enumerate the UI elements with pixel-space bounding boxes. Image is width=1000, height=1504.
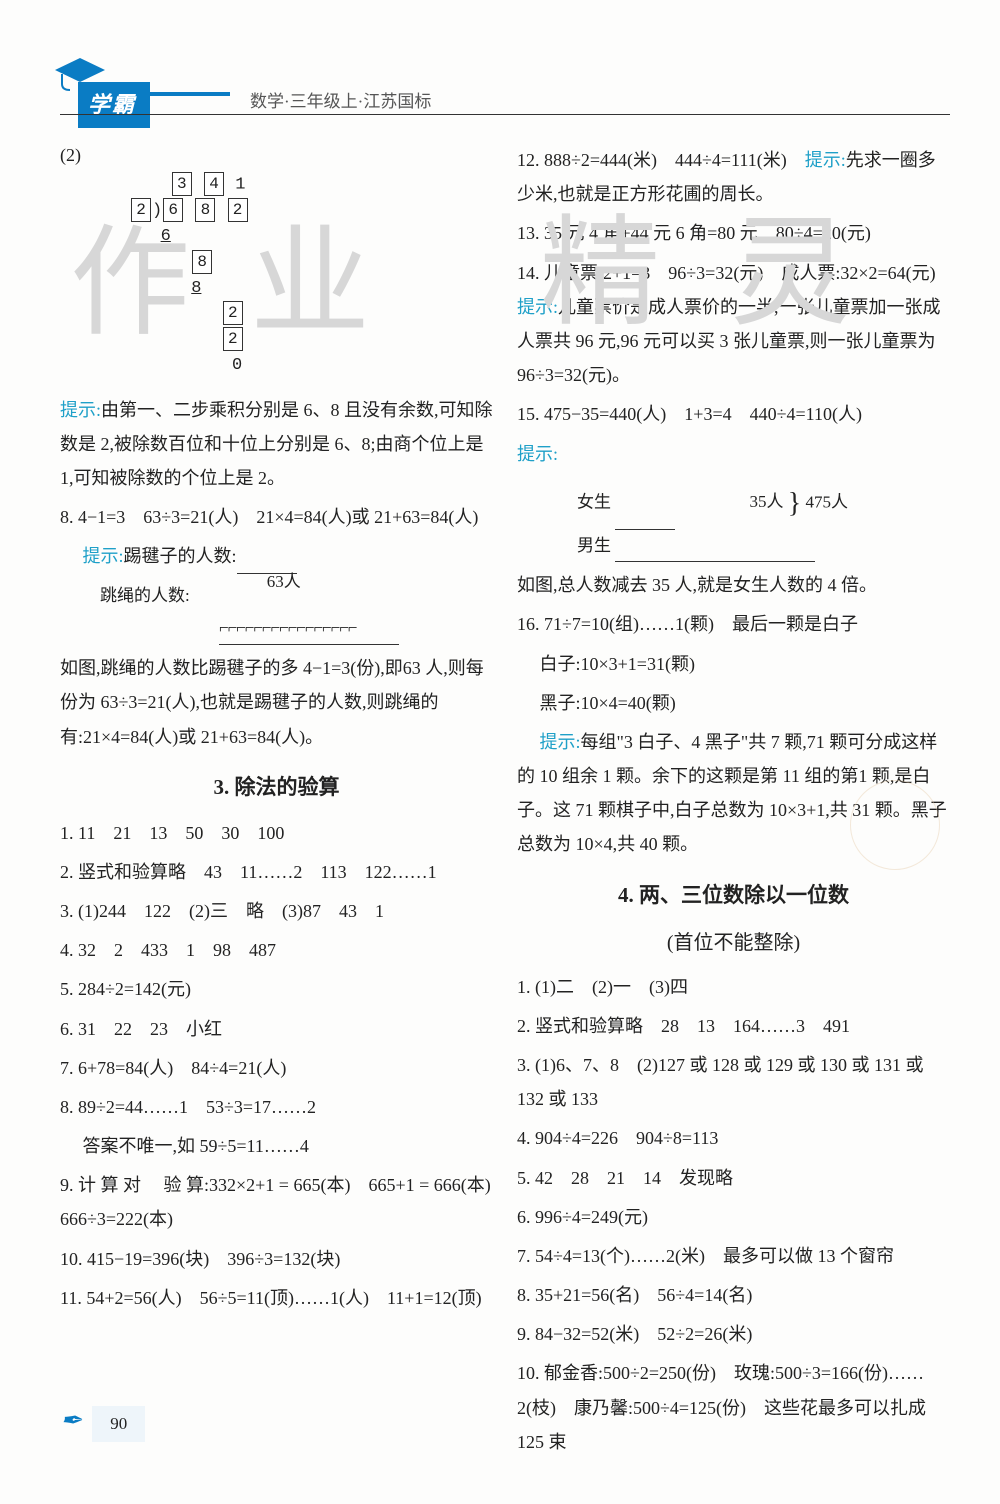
dividend-digit: 6 xyxy=(163,198,183,222)
answer-line: 8. 89÷2=44……1 53÷3=17……2 xyxy=(60,1090,493,1124)
div-step: 2 xyxy=(223,301,243,325)
answer-line: 白子:10×3+1=31(颗) xyxy=(517,647,950,681)
hint-label: 提示: xyxy=(517,444,558,464)
answer-line: 8. 4−1=3 63÷3=21(人) 21×4=84(人)或 21+63=84… xyxy=(60,500,493,534)
text: 12. 888÷2=444(米) 444÷4=111(米) xyxy=(517,150,805,170)
logo-underline xyxy=(150,92,230,96)
div-step: 8 xyxy=(191,279,201,298)
answer-line: 5. 284÷2=142(元) xyxy=(60,972,493,1006)
answer-line: 7. 54÷4=13(个)……2(米) 最多可以做 13 个窗帘 xyxy=(517,1239,950,1273)
hint-text: 儿童票价是成人票价的一半,一张儿童票加一张成人票共 96 元,96 元可以买 3… xyxy=(517,297,941,385)
page-container: 学霸 数学·三年级上·江苏国标 (2) 3 4 1 2)6 8 2 6 8 8 … xyxy=(0,0,1000,1504)
quotient-digit: 3 xyxy=(172,172,192,196)
diagram-label: 跳绳的人数: xyxy=(100,586,190,605)
answer-line: 15. 475−35=440(人) 1+3=4 440÷4=110(人) xyxy=(517,397,950,431)
diagram-value: 63人 xyxy=(267,572,301,591)
div-step: 8 xyxy=(192,250,212,274)
long-division-figure: 3 4 1 2)6 8 2 6 8 8 2 2 0 xyxy=(130,172,493,378)
bar-boy xyxy=(615,561,815,562)
answer-line: 4. 32 2 433 1 98 487 xyxy=(60,933,493,967)
section-4-title: 4. 两、三位数除以一位数 xyxy=(517,876,950,916)
answer-line: 7. 6+78=84(人) 84÷4=21(人) xyxy=(60,1051,493,1085)
hint-label: 提示: xyxy=(60,400,101,420)
hint-label: 提示: xyxy=(517,297,558,317)
brand-logo: 学霸 xyxy=(78,82,150,128)
stamp-decoration xyxy=(850,780,940,870)
hint-label: 提示: xyxy=(540,732,581,752)
answer-line: 13. 35 元 4 角+44 元 6 角=80 元 80÷4=20(元) xyxy=(517,216,950,250)
answer-line: 8. 35+21=56(名) 56÷4=14(名) xyxy=(517,1278,950,1312)
section-4-subtitle: (首位不能整除) xyxy=(517,924,950,962)
dividend-digit: 2 xyxy=(228,198,248,222)
answer-line: 9. 84−32=52(米) 52÷2=26(米) xyxy=(517,1317,950,1351)
answer-line: 2. 竖式和验算略 28 13 164……3 491 xyxy=(517,1009,950,1043)
hint-label: 提示: xyxy=(805,150,846,170)
answer-line: 6. 996÷4=249(元) xyxy=(517,1200,950,1234)
explanation: 如图,总人数减去 35 人,就是女生人数的 4 倍。 xyxy=(517,568,950,602)
bar-diagram: 跳绳的人数: 63人 ⌐⌐⌐⌐⌐⌐⌐⌐⌐⌐⌐⌐⌐⌐⌐⌐ xyxy=(100,580,493,646)
answer-line: 3. (1)244 122 (2)三 略 (3)87 43 1 xyxy=(60,894,493,928)
left-column: (2) 3 4 1 2)6 8 2 6 8 8 2 2 0 提示:由第一、二 xyxy=(60,138,493,1464)
text: 14. 儿童票:2+1=3 96÷3=32(元) 成人票:32×2=64(元) xyxy=(517,263,954,283)
hint-text: 踢毽子的人数: xyxy=(124,546,237,566)
hint-block: 提示:由第一、二步乘积分别是 6、8 且没有余数,可知除数是 2,被除数百位和十… xyxy=(60,393,493,496)
two-column-layout: (2) 3 4 1 2)6 8 2 6 8 8 2 2 0 提示:由第一、二 xyxy=(60,138,950,1464)
problem-label: (2) xyxy=(60,145,81,165)
answer-line: 1. (1)二 (2)一 (3)四 xyxy=(517,970,950,1004)
answer-line: 10. 郁金香:500÷2=250(份) 玫瑰:500÷3=166(份)……2(… xyxy=(517,1356,950,1459)
bar-diagram-students: 女生 35人 } 475人 男生 xyxy=(577,477,950,562)
brace-icon: } xyxy=(788,488,801,519)
page-header: 学霸 数学·三年级上·江苏国标 xyxy=(60,60,950,120)
diag-35: 35人 xyxy=(750,492,784,511)
boy-label: 男生 xyxy=(577,536,611,555)
answer-line: 2. 竖式和验算略 43 11……2 113 122……1 xyxy=(60,855,493,889)
bar-4-segments: ⌐⌐⌐⌐⌐⌐⌐⌐⌐⌐⌐⌐⌐⌐⌐⌐ xyxy=(219,612,399,645)
page-number: 90 xyxy=(92,1406,145,1442)
hint-label: 提示: xyxy=(83,546,124,566)
answer-line: 9. 计 算 对 验 算:332×2+1 = 665(本) 665+1 = 66… xyxy=(60,1168,493,1236)
answer-line: 11. 54+2=56(人) 56÷5=11(顶)……1(人) 11+1=12(… xyxy=(60,1281,493,1315)
bar-girl xyxy=(615,529,675,530)
answer-line: 黑子:10×4=40(颗) xyxy=(517,686,950,720)
answer-line: 16. 71÷7=10(组)……1(颗) 最后一颗是白子 xyxy=(517,607,950,641)
answer-line: 3. (1)6、7、8 (2)127 或 128 或 129 或 130 或 1… xyxy=(517,1048,950,1116)
answer-line: 6. 31 22 23 小红 xyxy=(60,1012,493,1046)
div-step: 6 xyxy=(161,227,171,246)
answer-line: 14. 儿童票:2+1=3 96÷3=32(元) 成人票:32×2=64(元) … xyxy=(517,256,950,393)
hint-block: 提示:踢毽子的人数: xyxy=(60,539,493,573)
answer-line: 1. 11 21 13 50 30 100 xyxy=(60,816,493,850)
div-step: 2 xyxy=(223,327,243,351)
explanation: 如图,跳绳的人数比踢毽子的多 4−1=3(份),即63 人,则每份为 63÷3=… xyxy=(60,651,493,754)
div-remainder: 0 xyxy=(232,356,242,375)
answer-line: 4. 904÷4=226 904÷8=113 xyxy=(517,1121,950,1155)
diag-475: 475人 xyxy=(805,492,848,511)
feather-icon: ✒ xyxy=(60,1406,82,1435)
answer-line: 10. 415−19=396(块) 396÷3=132(块) xyxy=(60,1242,493,1276)
quotient-digit-plain: 1 xyxy=(235,176,245,195)
answer-line: 12. 888÷2=444(米) 444÷4=111(米) 提示:先求一圈多少米… xyxy=(517,143,950,211)
header-rule xyxy=(60,114,950,115)
divisor-digit: 2 xyxy=(131,198,151,222)
answer-line: 5. 42 28 21 14 发现略 xyxy=(517,1161,950,1195)
problem-2-long-division: (2) 3 4 1 2)6 8 2 6 8 8 2 2 0 xyxy=(60,138,493,379)
dividend-digit: 8 xyxy=(195,198,215,222)
page-footer: ✒ 90 xyxy=(60,1396,145,1445)
answer-line: 答案不唯一,如 59÷5=11……4 xyxy=(60,1129,493,1163)
hint-block: 提示: xyxy=(517,437,950,471)
girl-label: 女生 xyxy=(577,492,611,511)
hint-text: 由第一、二步乘积分别是 6、8 且没有余数,可知除数是 2,被除数百位和十位上分… xyxy=(60,400,493,488)
section-3-title: 3. 除法的验算 xyxy=(60,768,493,808)
quotient-digit: 4 xyxy=(204,172,224,196)
